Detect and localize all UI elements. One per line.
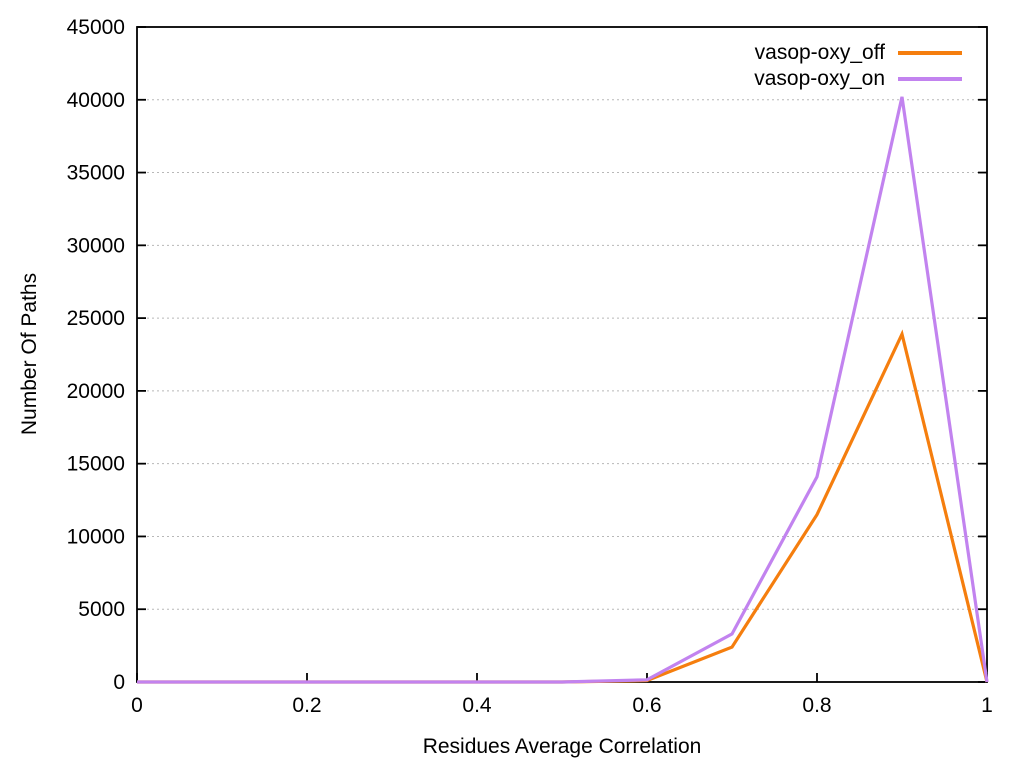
series-line-vasop-oxy_off	[137, 329, 989, 684]
x-tick-label: 0.8	[802, 694, 831, 717]
legend-line-sample-vasop-oxy-on	[898, 77, 962, 81]
y-tick-label: 40000	[67, 89, 125, 112]
y-tick-label: 30000	[67, 234, 125, 257]
x-tick-label: 0.2	[292, 694, 321, 717]
x-tick-label: 0.4	[462, 694, 492, 717]
y-tick-label: 35000	[67, 162, 125, 185]
x-axis-title: Residues Average Correlation	[422, 735, 702, 758]
series-line-vasop-oxy_on	[137, 96, 989, 684]
y-axis-title: Number Of Paths	[18, 272, 41, 436]
x-tick-label: 0	[131, 694, 143, 717]
y-tick-label: 0	[113, 671, 125, 694]
legend-line-sample-vasop-oxy-off	[898, 51, 962, 55]
y-tick-label: 25000	[67, 307, 125, 330]
legend-label-vasop-oxy-on: vasop-oxy_on	[754, 67, 885, 90]
x-tick-label: 1	[981, 694, 993, 717]
y-tick-label: 20000	[67, 380, 125, 403]
y-tick-label: 15000	[67, 453, 125, 476]
x-tick-label: 0.6	[632, 694, 661, 717]
y-tick-label: 5000	[78, 598, 125, 621]
y-tick-label: 10000	[67, 525, 125, 548]
legend-item-vasop-oxy-on: vasop-oxy_on	[754, 66, 962, 92]
legend-item-vasop-oxy-off: vasop-oxy_off	[754, 40, 962, 66]
y-tick-label: 45000	[67, 16, 125, 39]
plot-border	[136, 26, 988, 683]
legend: vasop-oxy_off vasop-oxy_on	[754, 40, 962, 92]
legend-label-vasop-oxy-off: vasop-oxy_off	[754, 41, 885, 64]
